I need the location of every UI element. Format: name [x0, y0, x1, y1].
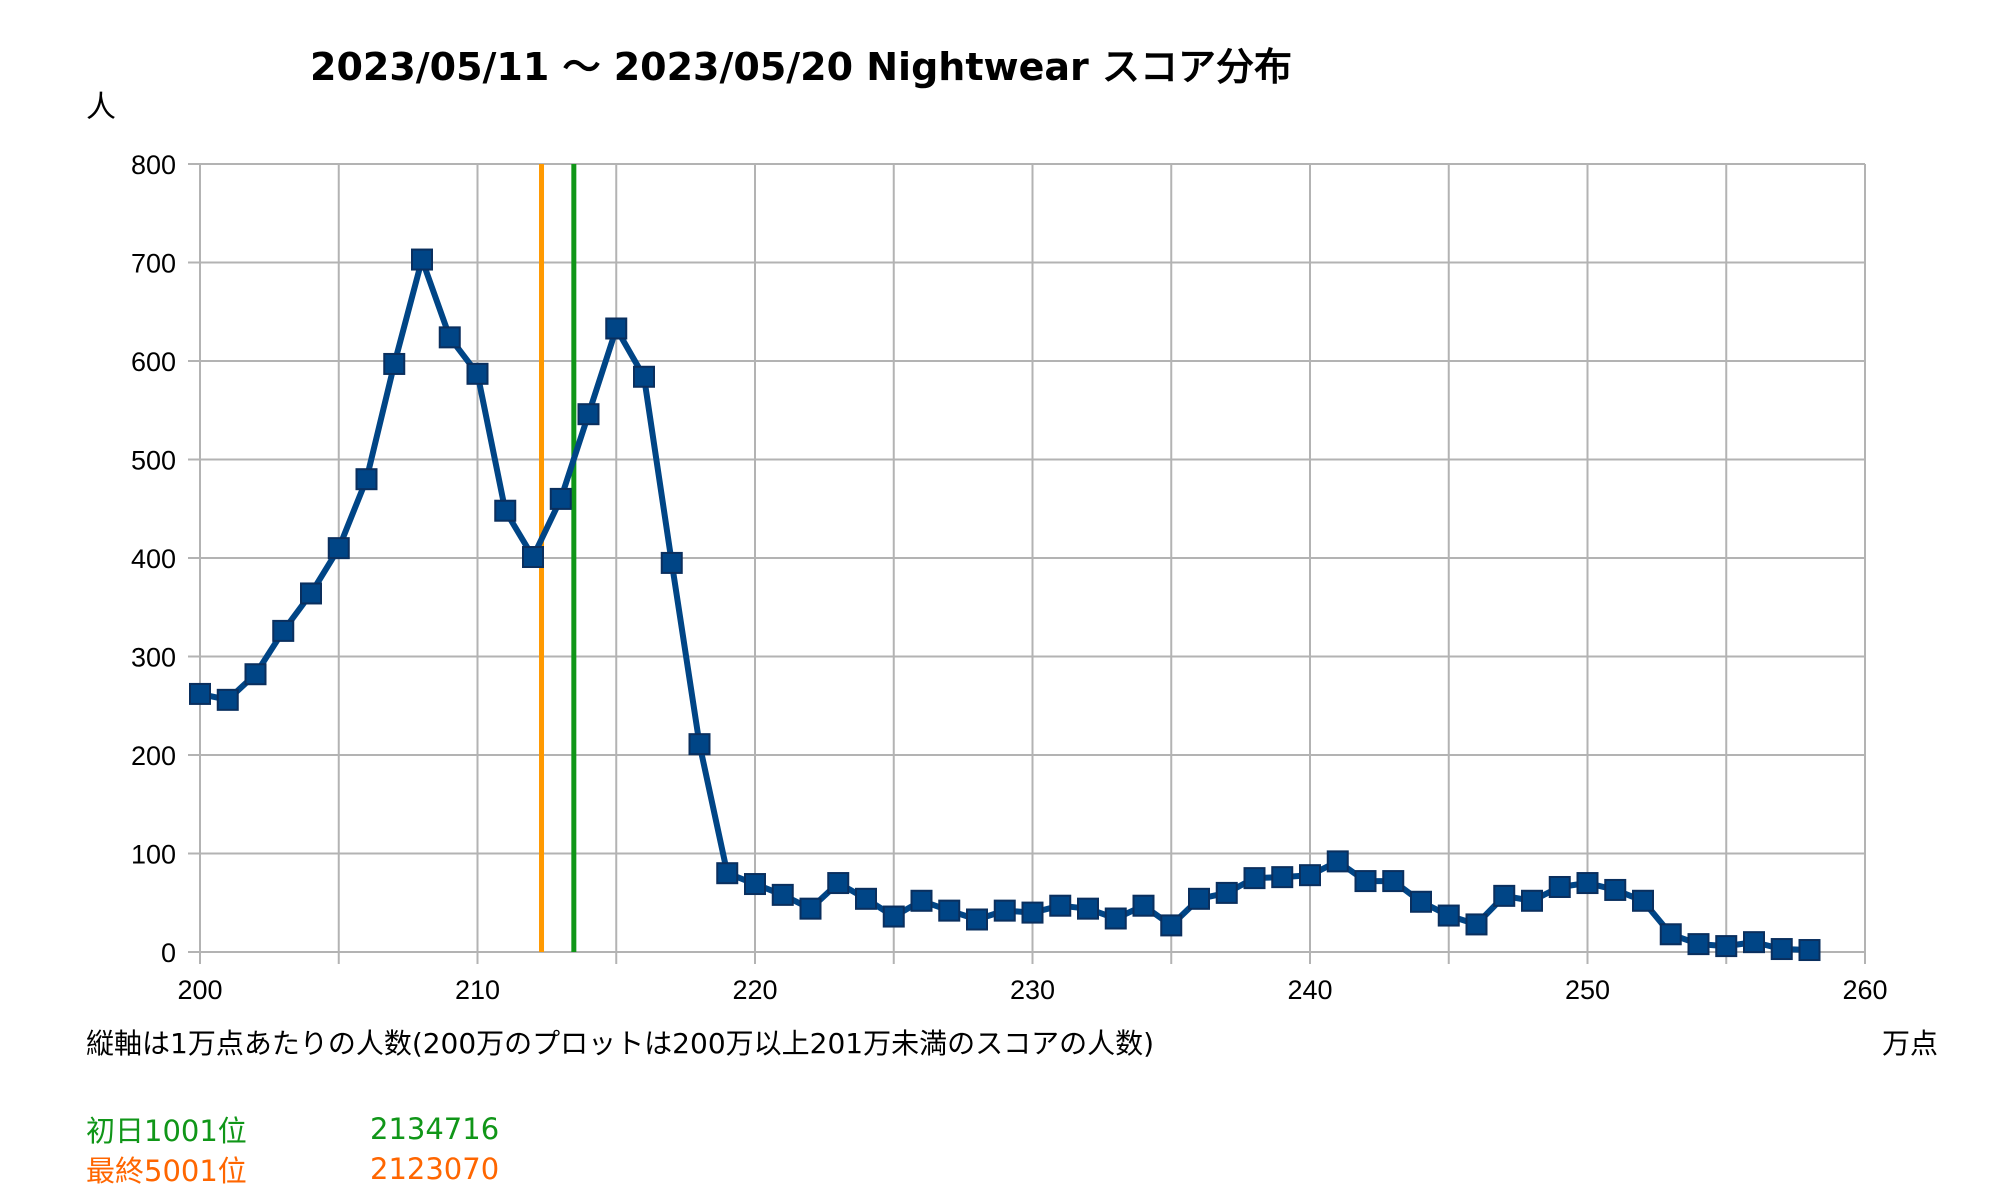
chart-title: 2023/05/11 〜 2023/05/20 Nightwear スコア分布 — [310, 45, 1292, 89]
annotation-final-label: 最終5001位 — [86, 1154, 247, 1188]
data-point — [577, 403, 600, 426]
y-tick-label: 500 — [131, 446, 176, 476]
data-point — [1354, 870, 1377, 893]
annotation-first-day-label: 初日1001位 — [86, 1114, 247, 1148]
tick-labels: 0 100 200 300 400 500 600 700 800 200 210 220 230 240… — [131, 150, 1888, 1005]
data-point — [1049, 894, 1072, 917]
data-point — [327, 537, 350, 560]
data-point — [938, 899, 961, 922]
data-point — [355, 468, 378, 491]
data-point — [1632, 889, 1654, 912]
data-point — [1604, 878, 1627, 901]
data-point — [383, 352, 406, 375]
data-point — [827, 872, 850, 895]
data-point — [244, 663, 267, 686]
data-point — [993, 899, 1016, 922]
data-point — [549, 487, 572, 510]
x-tick-label: 210 — [455, 975, 500, 1005]
data-point — [466, 362, 489, 385]
data-point — [300, 582, 322, 605]
data-point — [882, 905, 905, 928]
series-line — [199, 256, 1810, 953]
data-point — [855, 887, 877, 910]
data-point — [438, 326, 461, 349]
y-tick-label: 400 — [131, 544, 176, 574]
data-point — [494, 499, 517, 522]
x-tick-label: 230 — [1010, 975, 1055, 1005]
data-point — [688, 733, 711, 756]
data-point — [633, 365, 655, 388]
data-point — [799, 897, 822, 920]
data-point — [744, 873, 766, 896]
data-point — [1077, 897, 1099, 920]
data-point — [1521, 889, 1543, 912]
data-point — [1132, 894, 1155, 917]
data-point — [1271, 866, 1294, 889]
data-point — [910, 889, 933, 912]
x-tick-label: 250 — [1565, 975, 1610, 1005]
annotation-first-day-value: 2134716 — [370, 1112, 500, 1146]
data-point — [660, 551, 683, 574]
y-tick-label: 100 — [131, 840, 176, 870]
data-point — [522, 546, 544, 569]
data-point — [272, 619, 295, 642]
y-tick-label: 600 — [131, 347, 176, 377]
data-point — [1437, 904, 1460, 927]
data-point — [1326, 850, 1349, 873]
data-point — [1770, 938, 1793, 961]
y-tick-label: 0 — [161, 938, 176, 968]
x-tick-label: 200 — [177, 975, 222, 1005]
x-tick-label: 260 — [1842, 975, 1887, 1005]
annotation-final-value: 2123070 — [370, 1152, 500, 1186]
grid-layer — [188, 163, 1866, 964]
data-point — [411, 248, 433, 271]
data-point — [1160, 914, 1183, 937]
y-tick-label: 300 — [131, 643, 176, 673]
data-point — [1382, 870, 1405, 893]
data-point — [1465, 913, 1488, 936]
data-point — [1215, 881, 1238, 904]
data-point — [216, 688, 239, 711]
data-point — [1188, 887, 1210, 910]
x-axis-label: 万点 — [1882, 1027, 1939, 1060]
data-point — [966, 908, 988, 931]
data-point — [1104, 907, 1127, 930]
data-point — [1798, 939, 1821, 962]
data-point — [605, 317, 628, 340]
data-point — [1548, 875, 1571, 898]
data-point — [1410, 890, 1432, 913]
data-point — [1687, 933, 1710, 956]
x-tick-label: 220 — [732, 975, 777, 1005]
x-axis-note: 縦軸は1万点あたりの人数(200万のプロットは200万以上201万未満のスコアの… — [86, 1027, 1154, 1060]
y-axis-label: 人 — [86, 90, 116, 125]
data-point — [1021, 901, 1044, 924]
y-tick-label: 700 — [131, 249, 176, 279]
data-point — [189, 682, 211, 705]
data-point — [1243, 867, 1266, 890]
data-point — [1576, 872, 1599, 895]
data-point — [771, 883, 794, 906]
data-point — [716, 862, 739, 885]
y-tick-label: 200 — [131, 741, 176, 771]
y-tick-label: 800 — [131, 150, 176, 180]
data-point — [1659, 923, 1682, 946]
data-point — [1743, 931, 1765, 954]
data-point — [1493, 884, 1516, 907]
data-point — [1299, 864, 1321, 887]
x-tick-label: 240 — [1287, 975, 1332, 1005]
series-layer — [189, 248, 1821, 962]
data-point — [1715, 935, 1738, 958]
